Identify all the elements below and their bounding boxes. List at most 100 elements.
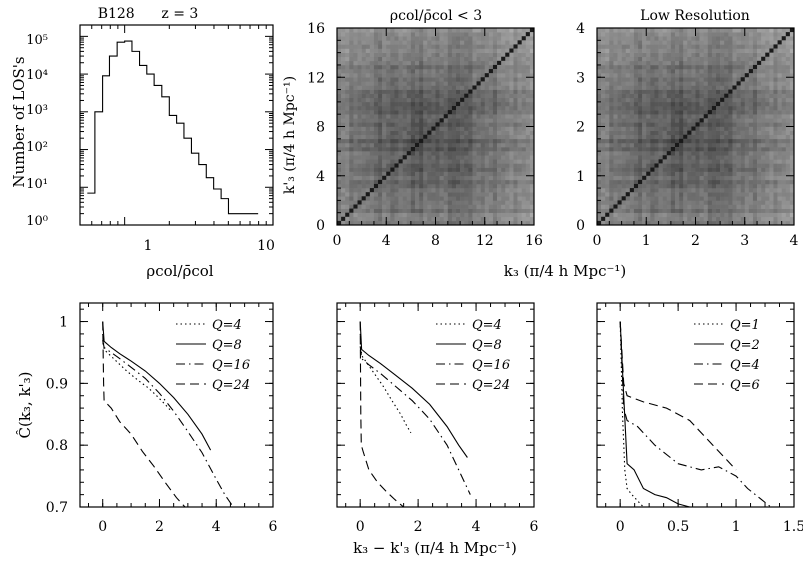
heatmap-cell — [736, 151, 741, 156]
heatmap-cell — [658, 196, 663, 201]
heatmap-cell — [638, 69, 643, 74]
heatmap-cell — [402, 147, 408, 152]
heatmap-cell — [642, 40, 647, 45]
heatmap-cell — [497, 89, 502, 94]
heatmap-cell — [674, 151, 680, 156]
heatmap-cell — [435, 126, 440, 131]
heatmap-cell — [769, 73, 774, 78]
heatmap-cell — [435, 44, 440, 49]
heatmap-cell — [386, 105, 391, 111]
heatmap-cell — [394, 56, 399, 62]
heatmap-cell — [748, 85, 754, 90]
heatmap-cell — [646, 126, 651, 131]
heatmap-cell — [679, 220, 684, 226]
heatmap-cell — [744, 183, 750, 189]
heatmap-cell — [687, 147, 692, 152]
heatmap-cell — [720, 147, 725, 152]
heatmap-cell — [517, 64, 522, 70]
heatmap-cell — [597, 204, 602, 209]
heatmap-cell — [744, 89, 750, 94]
heatmap-cell — [654, 167, 659, 172]
heatmap-cell — [785, 73, 791, 78]
heatmap-cell — [447, 56, 453, 62]
heatmap-cell — [460, 134, 465, 140]
heatmap-cell — [601, 163, 606, 168]
heatmap-cell — [716, 175, 721, 181]
heatmap-cell — [390, 114, 395, 119]
heatmap-cell — [625, 130, 631, 135]
heatmap-cell — [505, 134, 510, 140]
heatmap-cell — [451, 167, 457, 172]
heatmap-cell — [337, 151, 342, 156]
heatmap-cell — [427, 77, 432, 82]
heatmap-cell — [443, 110, 449, 115]
heatmap-cell — [353, 171, 358, 177]
heatmap-cell — [525, 216, 531, 222]
heatmap-cell — [720, 69, 725, 74]
heatmap-cell — [529, 151, 535, 156]
heatmap-cell — [451, 85, 457, 90]
heatmap-cell — [341, 159, 346, 164]
heatmap-cell — [732, 167, 737, 172]
heatmap-cell — [785, 77, 791, 82]
heatmap-cell — [617, 204, 622, 209]
heatmap-cell — [781, 208, 787, 213]
heatmap-cell — [505, 167, 510, 172]
heatmap-cell — [625, 81, 631, 86]
heatmap-cell — [625, 89, 631, 94]
heatmap-cell — [597, 163, 602, 168]
heatmap-cell — [736, 48, 741, 53]
heatmap-cell — [711, 36, 717, 41]
heatmap-cell — [497, 28, 502, 33]
heatmap-cell — [484, 64, 490, 70]
heatmap-cell — [423, 216, 428, 222]
heatmap-cell — [769, 167, 774, 172]
heatmap-cell — [757, 28, 762, 33]
heatmap-cell — [357, 110, 362, 115]
heatmap-cell — [687, 36, 692, 41]
heatmap-cell — [691, 69, 696, 74]
heatmap-cell — [765, 48, 770, 53]
heatmap-cell — [597, 175, 602, 181]
diagonal-cell — [625, 192, 630, 197]
heatmap-cell — [402, 192, 408, 197]
heatmap-cell — [617, 85, 622, 90]
heatmap-cell — [777, 64, 782, 70]
heatmap-cell — [646, 77, 651, 82]
heatmap-cell — [740, 200, 746, 205]
heatmap-cell — [605, 114, 610, 119]
heatmap-cell — [732, 147, 737, 152]
heatmap-cell — [497, 81, 502, 86]
heatmap-cell — [670, 212, 676, 218]
heatmap-cell — [501, 151, 506, 156]
heatmap-cell — [480, 192, 486, 197]
heatmap-cell — [761, 32, 766, 37]
heatmap-cell — [638, 28, 643, 33]
heatmap-cell — [525, 138, 531, 144]
heatmap-cell — [431, 151, 436, 156]
heatmap-cell — [625, 183, 631, 189]
heatmap-cell — [349, 147, 354, 152]
heatmap-cell — [662, 36, 668, 41]
heatmap-cell — [480, 36, 486, 41]
heatmap-cell — [642, 130, 647, 135]
heatmap-cell — [365, 171, 371, 177]
heatmap-cell — [521, 204, 527, 209]
heatmap-cell — [497, 56, 502, 62]
heatmap-cell — [513, 89, 518, 94]
heatmap-cell — [488, 163, 494, 168]
heatmap-cell — [439, 208, 444, 213]
heatmap-cell — [757, 192, 762, 197]
heatmap-cell — [501, 60, 506, 66]
heatmap-cell — [646, 188, 651, 193]
heatmap-cell — [419, 60, 424, 66]
heatmap-cell — [488, 171, 494, 177]
heatmap-cell — [456, 204, 461, 209]
heatmap-cell — [605, 64, 610, 70]
heatmap-cell — [703, 36, 709, 41]
heatmap-cell — [789, 167, 795, 172]
heatmap-cell — [406, 97, 412, 103]
heatmap-cell — [378, 97, 383, 103]
heatmap-cell — [691, 52, 696, 58]
heatmap-cell — [777, 73, 782, 78]
